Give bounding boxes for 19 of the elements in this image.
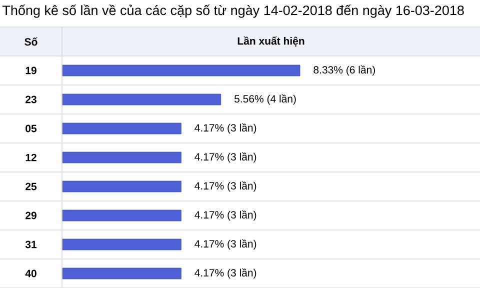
y-axis-title: Số xyxy=(24,37,38,46)
y-tick-label: 23 xyxy=(26,96,36,104)
data-label: 4.17% (3 lần) xyxy=(194,152,256,163)
data-label: 4.17% (3 lần) xyxy=(194,268,256,279)
data-label: 5.56% (4 lần) xyxy=(234,94,296,105)
y-tick-label: 05 xyxy=(26,124,37,132)
data-label: 4.17% (3 lần) xyxy=(194,181,256,192)
data-label: 8.33% (6 lần) xyxy=(314,65,375,76)
x-axis-title: Lần xuất hiện xyxy=(238,36,304,46)
y-tick-label: 40 xyxy=(25,270,36,278)
data-label: 4.17% (3 lần) xyxy=(194,210,256,221)
y-tick-label: 12 xyxy=(26,154,36,162)
y-tick-label: 19 xyxy=(26,66,36,74)
chart-title: Thống kê số lần về của các cặp số từ ngày 14-02-2018 đến ngày 16-03-2018 xyxy=(2,4,464,18)
y-tick-label: 29 xyxy=(26,212,36,220)
y-tick-label: 31 xyxy=(25,240,37,248)
y-tick-label: 25 xyxy=(26,182,37,190)
data-label: 4.17% (3 lần) xyxy=(194,123,256,134)
data-label: 4.17% (3 lần) xyxy=(194,239,256,250)
